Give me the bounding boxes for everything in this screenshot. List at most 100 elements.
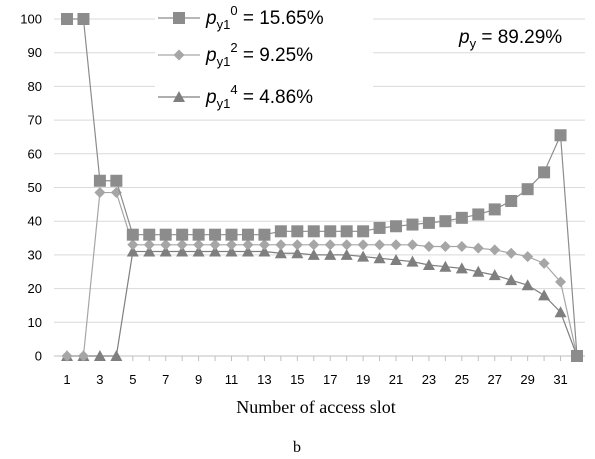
data-point bbox=[143, 228, 156, 241]
data-point bbox=[93, 350, 106, 361]
x-tick-label: 19 bbox=[356, 372, 370, 387]
y-tick-label: 60 bbox=[28, 146, 42, 161]
y-tick-label: 100 bbox=[20, 12, 42, 27]
data-point bbox=[538, 257, 550, 269]
legend-subscript: y1 bbox=[217, 17, 231, 32]
x-tick-label: 27 bbox=[488, 372, 502, 387]
legend-superscript: 2 bbox=[230, 40, 237, 55]
data-point bbox=[209, 239, 221, 251]
data-point bbox=[209, 228, 222, 241]
data-point bbox=[159, 245, 172, 257]
x-tick-label: 21 bbox=[389, 372, 403, 387]
legend-entry: py10 = 15.65% bbox=[205, 3, 324, 32]
x-tick-label: 23 bbox=[422, 372, 436, 387]
annotation-symbol: p bbox=[458, 27, 470, 48]
y-tick-label: 30 bbox=[28, 247, 42, 262]
data-point bbox=[192, 245, 205, 257]
annotation: py = 89.29% bbox=[455, 24, 585, 52]
data-point bbox=[488, 203, 501, 216]
data-point bbox=[439, 240, 451, 252]
data-point bbox=[521, 183, 534, 196]
data-point bbox=[522, 251, 534, 263]
data-point bbox=[390, 220, 403, 233]
data-point bbox=[225, 245, 238, 257]
data-point bbox=[455, 262, 468, 274]
data-point bbox=[423, 240, 435, 252]
data-point bbox=[374, 239, 386, 251]
data-point bbox=[390, 239, 402, 251]
data-point bbox=[274, 225, 287, 238]
data-point bbox=[341, 239, 353, 251]
data-point bbox=[159, 228, 172, 241]
legend-value: = 15.65% bbox=[238, 8, 324, 29]
data-point bbox=[192, 228, 205, 241]
x-tick-label: 17 bbox=[323, 372, 337, 387]
data-point bbox=[143, 239, 155, 251]
data-point bbox=[357, 250, 370, 262]
y-tick-label: 90 bbox=[28, 45, 42, 60]
x-tick-label: 13 bbox=[257, 372, 271, 387]
annotation-bg bbox=[455, 24, 585, 52]
data-point bbox=[258, 228, 271, 241]
x-tick-label: 15 bbox=[290, 372, 304, 387]
data-point bbox=[373, 252, 386, 264]
data-point bbox=[422, 216, 435, 229]
x-tick-label: 5 bbox=[129, 372, 136, 387]
data-point bbox=[173, 91, 185, 102]
data-point bbox=[555, 276, 567, 288]
data-point bbox=[324, 239, 336, 251]
data-point bbox=[488, 269, 501, 281]
data-point bbox=[505, 274, 518, 286]
data-point bbox=[193, 239, 205, 251]
data-point bbox=[110, 350, 123, 361]
data-point bbox=[455, 211, 468, 224]
legend-symbol: p bbox=[205, 45, 217, 66]
series-square bbox=[61, 13, 583, 362]
data-point bbox=[308, 239, 320, 251]
data-point bbox=[241, 228, 254, 241]
data-point bbox=[406, 239, 418, 251]
data-point bbox=[126, 228, 139, 241]
series-line bbox=[67, 191, 578, 357]
x-tick-label: 31 bbox=[553, 372, 567, 387]
data-point bbox=[258, 239, 270, 251]
annotation-subscript: y bbox=[470, 36, 477, 51]
data-point bbox=[291, 225, 304, 238]
legend-subscript: y1 bbox=[217, 54, 231, 69]
y-tick-label: 10 bbox=[28, 315, 42, 330]
x-tick-label: 25 bbox=[455, 372, 469, 387]
data-point bbox=[291, 239, 303, 251]
data-point bbox=[422, 259, 435, 271]
data-point bbox=[226, 239, 238, 251]
data-point bbox=[173, 12, 185, 24]
data-point bbox=[538, 166, 551, 179]
data-point bbox=[93, 174, 106, 187]
data-point bbox=[94, 187, 106, 199]
data-point bbox=[439, 215, 452, 228]
data-point bbox=[275, 239, 287, 251]
x-axis: 1 3 5 7 9 11 13 15 17 19 21 23 25 27 29 31 bbox=[54, 355, 585, 387]
y-tick-label: 0 bbox=[35, 349, 42, 364]
data-point bbox=[406, 255, 419, 267]
data-point bbox=[439, 260, 452, 272]
legend-symbol: p bbox=[205, 87, 217, 108]
subfigure-label: b bbox=[293, 439, 301, 456]
data-point bbox=[307, 225, 320, 238]
x-axis-title: Number of access slot bbox=[236, 397, 395, 417]
annotation-text: py = 89.29% bbox=[458, 27, 562, 51]
legend-value: = 4.86% bbox=[238, 87, 314, 108]
y-tick-label: 20 bbox=[28, 281, 42, 296]
y-tick-label: 70 bbox=[28, 113, 42, 128]
data-point bbox=[209, 245, 222, 257]
y-tick-label: 50 bbox=[28, 180, 42, 195]
series-line bbox=[67, 250, 578, 357]
x-tick-label: 29 bbox=[520, 372, 534, 387]
data-point bbox=[456, 240, 468, 252]
data-point bbox=[241, 245, 254, 257]
data-point bbox=[143, 245, 156, 257]
data-point bbox=[77, 13, 90, 25]
x-tick-label: 9 bbox=[195, 372, 202, 387]
data-point bbox=[307, 248, 320, 260]
data-point bbox=[110, 174, 123, 187]
